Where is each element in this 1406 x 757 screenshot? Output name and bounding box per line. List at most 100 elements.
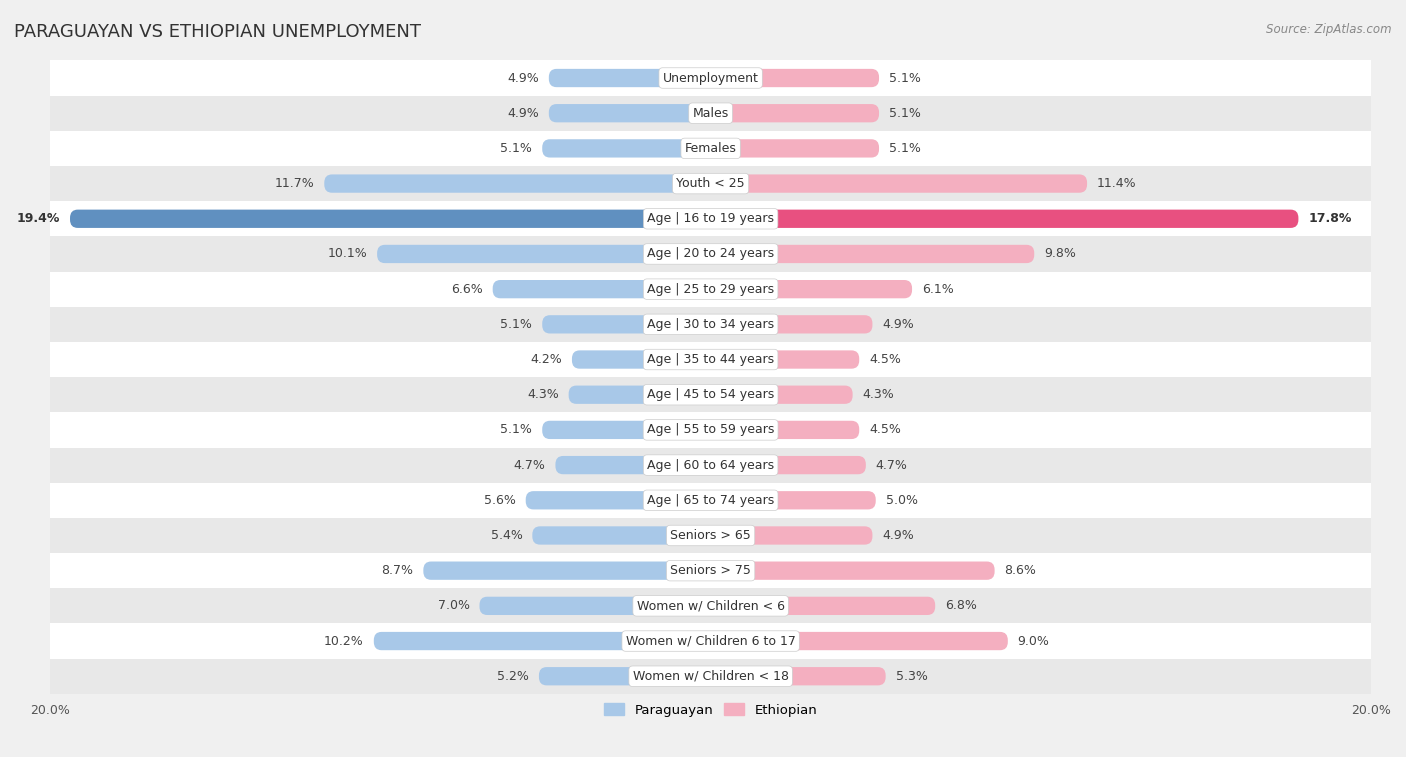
FancyBboxPatch shape — [710, 526, 873, 544]
Bar — [51, 342, 1371, 377]
FancyBboxPatch shape — [492, 280, 710, 298]
Text: Seniors > 75: Seniors > 75 — [671, 564, 751, 577]
Bar — [51, 95, 1371, 131]
FancyBboxPatch shape — [710, 491, 876, 509]
FancyBboxPatch shape — [70, 210, 710, 228]
Text: 10.1%: 10.1% — [328, 248, 367, 260]
Text: Youth < 25: Youth < 25 — [676, 177, 745, 190]
FancyBboxPatch shape — [710, 632, 1008, 650]
Text: Women w/ Children < 18: Women w/ Children < 18 — [633, 670, 789, 683]
Bar — [51, 624, 1371, 659]
FancyBboxPatch shape — [710, 210, 1298, 228]
Bar — [51, 518, 1371, 553]
FancyBboxPatch shape — [543, 421, 710, 439]
Text: 4.5%: 4.5% — [869, 423, 901, 436]
FancyBboxPatch shape — [423, 562, 710, 580]
Text: 4.7%: 4.7% — [876, 459, 908, 472]
FancyBboxPatch shape — [710, 456, 866, 474]
Bar — [51, 307, 1371, 342]
FancyBboxPatch shape — [374, 632, 710, 650]
Text: 4.5%: 4.5% — [869, 353, 901, 366]
FancyBboxPatch shape — [543, 139, 710, 157]
FancyBboxPatch shape — [377, 245, 710, 263]
Bar — [51, 447, 1371, 483]
Text: 9.0%: 9.0% — [1018, 634, 1050, 647]
Bar — [51, 131, 1371, 166]
Text: Age | 45 to 54 years: Age | 45 to 54 years — [647, 388, 775, 401]
Bar — [51, 553, 1371, 588]
FancyBboxPatch shape — [710, 421, 859, 439]
Text: 4.3%: 4.3% — [862, 388, 894, 401]
FancyBboxPatch shape — [526, 491, 710, 509]
Text: Age | 16 to 19 years: Age | 16 to 19 years — [647, 212, 775, 226]
FancyBboxPatch shape — [710, 245, 1035, 263]
FancyBboxPatch shape — [710, 350, 859, 369]
FancyBboxPatch shape — [533, 526, 710, 544]
Text: 6.8%: 6.8% — [945, 600, 977, 612]
Text: 4.3%: 4.3% — [527, 388, 558, 401]
Text: 5.6%: 5.6% — [484, 494, 516, 506]
Text: 6.6%: 6.6% — [451, 282, 482, 296]
Text: Age | 30 to 34 years: Age | 30 to 34 years — [647, 318, 775, 331]
Bar — [51, 413, 1371, 447]
Text: 4.9%: 4.9% — [508, 107, 538, 120]
FancyBboxPatch shape — [555, 456, 710, 474]
Legend: Paraguayan, Ethiopian: Paraguayan, Ethiopian — [599, 698, 823, 722]
Text: 4.7%: 4.7% — [513, 459, 546, 472]
Text: 11.7%: 11.7% — [274, 177, 315, 190]
Text: Unemployment: Unemployment — [662, 71, 759, 85]
Bar — [51, 166, 1371, 201]
Text: 9.8%: 9.8% — [1045, 248, 1076, 260]
Text: 17.8%: 17.8% — [1309, 212, 1351, 226]
Text: 5.3%: 5.3% — [896, 670, 928, 683]
Text: 5.1%: 5.1% — [501, 423, 533, 436]
Bar — [51, 201, 1371, 236]
FancyBboxPatch shape — [710, 174, 1087, 193]
FancyBboxPatch shape — [572, 350, 710, 369]
FancyBboxPatch shape — [710, 280, 912, 298]
Text: 6.1%: 6.1% — [922, 282, 953, 296]
Text: 5.1%: 5.1% — [889, 71, 921, 85]
Text: 5.1%: 5.1% — [889, 107, 921, 120]
Text: PARAGUAYAN VS ETHIOPIAN UNEMPLOYMENT: PARAGUAYAN VS ETHIOPIAN UNEMPLOYMENT — [14, 23, 420, 41]
Text: 5.2%: 5.2% — [498, 670, 529, 683]
Text: 5.4%: 5.4% — [491, 529, 523, 542]
Text: 7.0%: 7.0% — [437, 600, 470, 612]
Bar — [51, 377, 1371, 413]
Text: 5.1%: 5.1% — [501, 318, 533, 331]
Text: 4.9%: 4.9% — [883, 318, 914, 331]
FancyBboxPatch shape — [710, 104, 879, 123]
Text: Age | 55 to 59 years: Age | 55 to 59 years — [647, 423, 775, 436]
Text: Age | 65 to 74 years: Age | 65 to 74 years — [647, 494, 775, 506]
Text: 4.2%: 4.2% — [530, 353, 562, 366]
Text: 11.4%: 11.4% — [1097, 177, 1136, 190]
Text: Age | 35 to 44 years: Age | 35 to 44 years — [647, 353, 775, 366]
Text: Males: Males — [693, 107, 728, 120]
FancyBboxPatch shape — [710, 139, 879, 157]
FancyBboxPatch shape — [538, 667, 710, 685]
Bar — [51, 483, 1371, 518]
Bar — [51, 236, 1371, 272]
Text: 8.7%: 8.7% — [381, 564, 413, 577]
Text: 4.9%: 4.9% — [508, 71, 538, 85]
Text: 10.2%: 10.2% — [325, 634, 364, 647]
Bar — [51, 588, 1371, 624]
FancyBboxPatch shape — [548, 104, 710, 123]
FancyBboxPatch shape — [568, 385, 710, 404]
FancyBboxPatch shape — [548, 69, 710, 87]
Text: Age | 20 to 24 years: Age | 20 to 24 years — [647, 248, 775, 260]
Bar — [51, 659, 1371, 694]
Text: 8.6%: 8.6% — [1004, 564, 1036, 577]
FancyBboxPatch shape — [479, 597, 710, 615]
Text: Age | 25 to 29 years: Age | 25 to 29 years — [647, 282, 775, 296]
Text: Women w/ Children 6 to 17: Women w/ Children 6 to 17 — [626, 634, 796, 647]
Text: Age | 60 to 64 years: Age | 60 to 64 years — [647, 459, 775, 472]
FancyBboxPatch shape — [710, 562, 994, 580]
Text: Seniors > 65: Seniors > 65 — [671, 529, 751, 542]
Text: 19.4%: 19.4% — [17, 212, 60, 226]
FancyBboxPatch shape — [710, 69, 879, 87]
Text: 5.1%: 5.1% — [889, 142, 921, 155]
Text: 4.9%: 4.9% — [883, 529, 914, 542]
FancyBboxPatch shape — [325, 174, 710, 193]
FancyBboxPatch shape — [710, 385, 852, 404]
